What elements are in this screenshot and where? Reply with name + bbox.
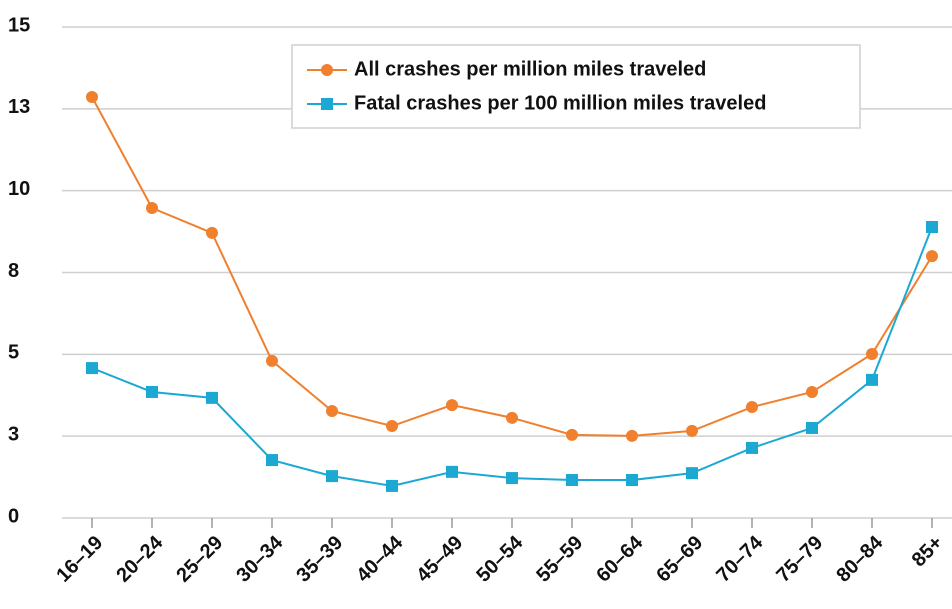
marker <box>446 399 458 412</box>
marker <box>746 441 758 454</box>
x-tick-label: 25–29 <box>172 532 227 587</box>
x-tick-label: 40–44 <box>352 531 408 587</box>
legend-label: All crashes per million miles traveled <box>354 58 706 80</box>
x-tick-label: 16–19 <box>52 532 107 587</box>
x-tick-label: 80–84 <box>832 531 888 587</box>
y-tick-label: 0 <box>8 505 19 527</box>
marker <box>266 454 278 467</box>
marker <box>386 420 398 433</box>
x-tick-label: 20–24 <box>112 531 168 587</box>
marker <box>866 348 878 361</box>
marker <box>446 465 458 478</box>
marker <box>626 429 638 442</box>
marker <box>86 91 98 104</box>
legend-box <box>291 44 861 129</box>
marker <box>866 373 878 386</box>
y-tick-label: 10 <box>8 178 30 200</box>
y-tick-label: 8 <box>8 260 19 282</box>
marker <box>146 202 158 215</box>
x-tick-label: 85+ <box>908 532 948 572</box>
marker <box>506 472 518 485</box>
marker <box>266 354 278 367</box>
marker <box>926 250 938 263</box>
y-tick-label: 3 <box>8 423 19 445</box>
marker <box>326 470 338 483</box>
y-tick-label: 13 <box>8 96 30 118</box>
marker <box>686 424 698 437</box>
x-tick-label: 60–64 <box>592 531 648 587</box>
y-tick-label: 5 <box>8 342 19 364</box>
marker <box>806 421 818 434</box>
marker <box>686 467 698 480</box>
marker <box>146 385 158 398</box>
marker <box>806 385 818 398</box>
y-tick-label: 15 <box>8 14 30 36</box>
marker <box>506 411 518 424</box>
marker <box>386 479 398 492</box>
x-tick-label: 70–74 <box>712 531 768 587</box>
marker <box>206 391 218 404</box>
x-tick-label: 65–69 <box>652 532 707 587</box>
series-line <box>91 226 933 487</box>
x-tick-label: 75–79 <box>772 532 827 587</box>
marker <box>626 474 638 487</box>
x-tick-label: 45–49 <box>412 532 467 587</box>
legend-marker <box>321 64 333 76</box>
series-line <box>91 96 933 437</box>
x-tick-label: 55–59 <box>532 532 587 587</box>
marker <box>326 404 338 417</box>
x-tick-label: 50–54 <box>472 531 528 587</box>
legend-label: Fatal crashes per 100 million miles trav… <box>354 92 766 114</box>
x-tick-label: 35–39 <box>292 532 347 587</box>
marker <box>206 226 218 239</box>
x-tick-label: 30–34 <box>232 531 288 587</box>
marker <box>566 474 578 487</box>
marker <box>86 362 98 375</box>
marker <box>566 428 578 441</box>
legend-marker <box>321 98 333 110</box>
marker <box>926 221 938 234</box>
marker <box>746 401 758 414</box>
